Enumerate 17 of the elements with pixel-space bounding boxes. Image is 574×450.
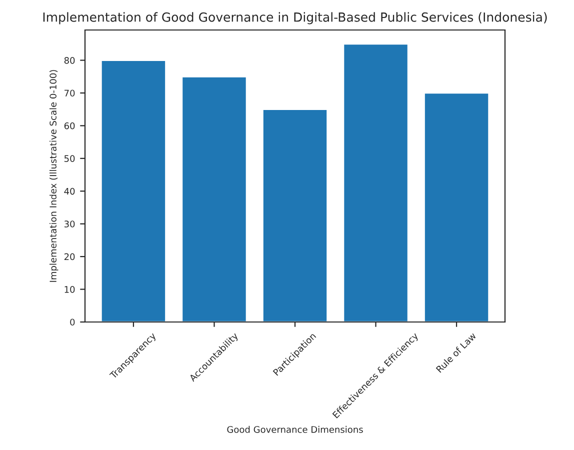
y-tick-label: 40 [64,188,75,195]
chart-title: Implementation of Good Governance in Digital-Based Public Services (Indonesia) [43,12,547,24]
y-tick-label: 10 [64,286,75,293]
bar [181,76,248,322]
bar [262,108,328,322]
bar [100,60,166,322]
y-tick-label: 20 [64,253,75,260]
y-tick-label: 0 [70,318,75,326]
y-tick-label: 30 [64,220,75,228]
y-tick-label: 50 [64,155,75,162]
bar [424,92,490,322]
y-tick-label: 70 [64,90,75,97]
y-tick-label: 60 [64,122,75,130]
y-axis-title: Implementation Index (Illustrative Scale 0-100) [49,70,58,282]
bar [342,43,409,322]
x-axis-title: Good Governance Dimensions [227,426,363,433]
y-tick-label: 80 [64,56,75,64]
